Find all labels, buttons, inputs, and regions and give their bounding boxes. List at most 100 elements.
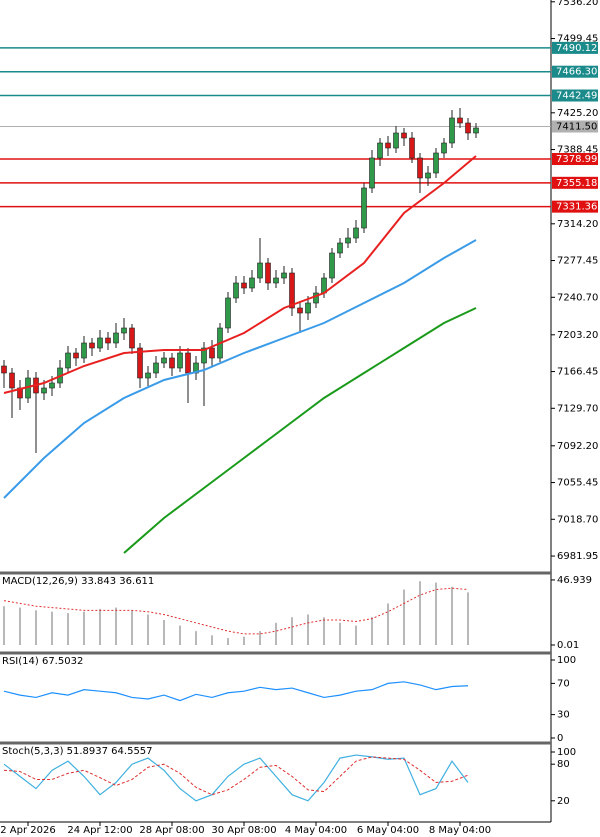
candle-body <box>233 282 239 299</box>
candle-body <box>145 372 151 379</box>
candle-body <box>449 117 455 144</box>
x-tick-label: 4 May 04:00 <box>285 825 347 836</box>
y-tick-label: 70 <box>557 678 570 689</box>
candle-body <box>281 272 287 279</box>
y-tick-label: 7055.45 <box>557 478 598 489</box>
stoch-signal <box>3 756 469 796</box>
indicator-title: MACD(12,26,9) 33.843 36.611 <box>2 576 154 587</box>
level-label: 7355.18 <box>556 178 597 189</box>
candle-body <box>105 337 111 344</box>
level-label: 7331.36 <box>556 202 597 213</box>
candle-body <box>169 357 175 369</box>
y-tick-label: 100 <box>557 747 576 758</box>
y-tick-label: 80 <box>557 759 570 770</box>
level-label-box <box>552 65 598 78</box>
candle-body <box>273 277 279 284</box>
x-tick-label: 30 Apr 08:00 <box>211 825 276 836</box>
candle-body <box>265 262 271 284</box>
moving-average <box>123 307 477 554</box>
candle-body <box>89 342 95 349</box>
candle-body <box>297 307 303 314</box>
y-tick-label: 0.01 <box>557 640 579 651</box>
y-tick-label: 7277.45 <box>557 256 598 267</box>
y-tick-label: 7166.45 <box>557 367 598 378</box>
level-label: 7378.99 <box>556 154 597 165</box>
level-label: 7442.49 <box>556 91 597 102</box>
candle-body <box>81 342 87 359</box>
candle-body <box>289 272 295 309</box>
y-tick-label: 0 <box>557 733 563 744</box>
candle-body <box>225 297 231 329</box>
y-tick-label: 7314.20 <box>557 219 598 230</box>
candle-body <box>425 172 431 179</box>
y-tick-label: 20 <box>557 796 570 807</box>
y-tick-label: 7425.20 <box>557 108 598 119</box>
y-tick-label: 7536.20 <box>557 0 598 8</box>
candle-body <box>385 142 391 149</box>
candle-body <box>409 137 415 159</box>
candle-body <box>241 282 247 289</box>
stoch-main <box>3 754 469 802</box>
level-label-box <box>552 120 598 133</box>
candle-body <box>417 157 423 179</box>
candle-body <box>249 277 255 289</box>
indicator-title: Stoch(5,3,3) 51.8937 64.5557 <box>2 746 153 757</box>
candle-body <box>393 132 399 149</box>
candle-body <box>65 352 71 369</box>
candle-body <box>465 122 471 134</box>
candle-body <box>257 262 263 279</box>
y-tick-label: 7240.70 <box>557 292 598 303</box>
candle-body <box>137 347 143 379</box>
candle-body <box>457 117 463 124</box>
y-tick-label: 7018.70 <box>557 514 598 525</box>
candle-body <box>441 142 447 154</box>
rsi-line <box>3 681 469 702</box>
candle-body <box>209 347 215 359</box>
y-tick-label: 6981.95 <box>557 551 598 562</box>
candle-body <box>153 362 159 374</box>
level-label: 7490.12 <box>556 43 597 54</box>
candle-body <box>201 347 207 364</box>
level-label: 7466.30 <box>556 67 597 78</box>
candle-body <box>121 327 127 334</box>
y-tick-label: 46.939 <box>557 575 592 586</box>
level-label: 7411.50 <box>556 122 597 133</box>
y-tick-label: 100 <box>557 655 576 666</box>
candle-body <box>177 352 183 369</box>
candle-body <box>113 332 119 344</box>
candle-body <box>41 387 47 394</box>
candle-body <box>49 382 55 389</box>
macd-signal <box>3 587 469 635</box>
candle-body <box>97 337 103 349</box>
x-tick-label: 6 May 04:00 <box>357 825 419 836</box>
level-label-box <box>552 153 598 166</box>
candle-body <box>337 242 343 254</box>
candle-body <box>473 127 479 134</box>
indicator-title: RSI(14) 67.5032 <box>2 656 83 667</box>
y-tick-label: 7129.70 <box>557 403 598 414</box>
candle-body <box>433 152 439 174</box>
candle-body <box>329 252 335 279</box>
level-label-box <box>552 41 598 54</box>
candle-body <box>353 227 359 239</box>
candle-body <box>129 327 135 349</box>
candle-body <box>361 187 367 229</box>
candle-body <box>345 237 351 244</box>
candle-body <box>161 357 167 364</box>
candle-body <box>401 132 407 139</box>
x-tick-label: 8 May 04:00 <box>429 825 491 836</box>
x-tick-label: 28 Apr 08:00 <box>139 825 204 836</box>
y-tick-label: 7499.45 <box>557 34 598 45</box>
candle-body <box>9 372 15 389</box>
level-label-box <box>552 176 598 189</box>
candle-body <box>185 352 191 374</box>
moving-average <box>3 155 477 394</box>
moving-average <box>3 239 477 499</box>
y-tick-label: 7388.45 <box>557 145 598 156</box>
y-tick-label: 30 <box>557 710 570 721</box>
x-tick-label: 2 Apr 2026 <box>0 825 55 836</box>
y-tick-label: 7203.20 <box>557 330 598 341</box>
candle-body <box>305 302 311 314</box>
